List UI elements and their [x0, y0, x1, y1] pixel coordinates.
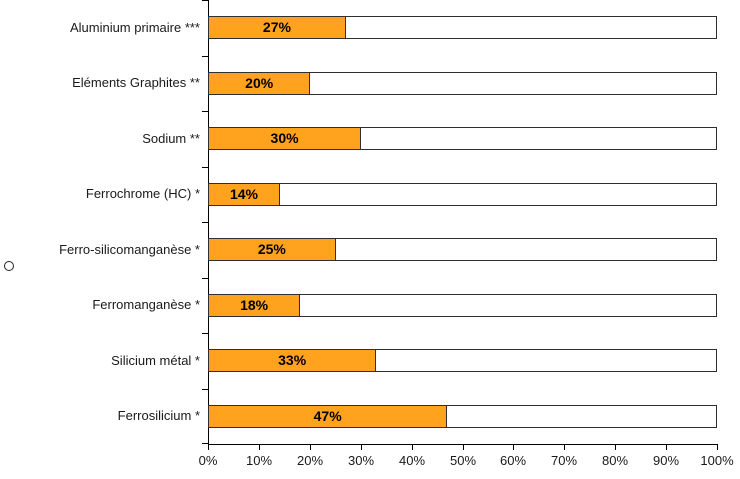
- y-axis-tick: [202, 111, 208, 112]
- bar-track: 33%: [208, 349, 717, 372]
- bar-value-label: 33%: [278, 352, 307, 368]
- bar-fill: 25%: [209, 239, 336, 260]
- y-axis-tick: [202, 0, 208, 1]
- category-label: Ferrosilicium *: [117, 408, 200, 423]
- bar-track: 30%: [208, 127, 717, 150]
- bar-fill: 18%: [209, 295, 301, 316]
- category-label: Ferro-silicomanganèse *: [59, 242, 200, 257]
- x-axis-tick: [615, 444, 616, 450]
- x-axis-tick: [310, 444, 311, 450]
- x-axis-tick: [564, 444, 565, 450]
- bar-value-label: 27%: [262, 19, 291, 35]
- category-label: Sodium **: [142, 131, 200, 146]
- x-axis-tick-label: 10%: [245, 453, 273, 468]
- x-axis-tick: [259, 444, 260, 450]
- bar-track: 25%: [208, 238, 717, 261]
- y-axis-tick: [202, 389, 208, 390]
- x-axis-tick-label: 90%: [652, 453, 680, 468]
- bar-track: 27%: [208, 16, 717, 39]
- bar-track: 14%: [208, 183, 717, 206]
- bar-value-label: 20%: [245, 75, 274, 91]
- bar-track: 18%: [208, 294, 717, 317]
- category-label: Ferrochrome (HC) *: [85, 186, 200, 201]
- y-axis-tick: [202, 56, 208, 57]
- x-axis-tick: [463, 444, 464, 450]
- x-axis-tick-label: 70%: [550, 453, 578, 468]
- y-axis-line: [208, 0, 209, 445]
- category-label: Silicium métal *: [111, 353, 200, 368]
- category-label: Aluminium primaire ***: [69, 20, 200, 35]
- y-axis-tick: [202, 278, 208, 279]
- bar-fill: 47%: [209, 406, 448, 427]
- x-axis-tick: [208, 444, 209, 450]
- bar-value-label: 30%: [270, 130, 299, 146]
- x-axis-tick: [717, 444, 718, 450]
- x-axis-tick-label: 60%: [499, 453, 527, 468]
- x-axis-tick: [361, 444, 362, 450]
- x-axis-tick-label: 50%: [449, 453, 477, 468]
- category-label: Eléments Graphites **: [72, 75, 200, 90]
- x-axis-tick-label: 40%: [398, 453, 426, 468]
- bar-track: 47%: [208, 405, 717, 428]
- category-label: Ferromanganèse *: [92, 297, 200, 312]
- bar-value-label: 14%: [229, 186, 258, 202]
- x-axis-tick-label: 80%: [601, 453, 629, 468]
- x-axis-tick: [412, 444, 413, 450]
- x-axis-tick: [666, 444, 667, 450]
- bar-fill: 27%: [209, 17, 346, 38]
- x-axis-tick: [513, 444, 514, 450]
- x-axis-tick-label: 30%: [347, 453, 375, 468]
- bar-value-label: 25%: [257, 241, 286, 257]
- bar-track: 20%: [208, 72, 717, 95]
- bar-fill: 14%: [209, 184, 280, 205]
- y-axis-tick: [202, 222, 208, 223]
- circle-marker-icon: [4, 261, 14, 271]
- x-axis-tick-label: 0%: [198, 453, 218, 468]
- y-axis-tick: [202, 333, 208, 334]
- x-axis-tick-label: 20%: [296, 453, 324, 468]
- bar-value-label: 18%: [240, 297, 269, 313]
- x-axis-tick-label: 100%: [700, 453, 734, 468]
- y-axis-tick: [202, 167, 208, 168]
- bar-value-label: 47%: [313, 408, 342, 424]
- y-axis-tick: [202, 443, 208, 444]
- bar-fill: 30%: [209, 128, 362, 149]
- bar-fill: 33%: [209, 350, 377, 371]
- bar-fill: 20%: [209, 73, 311, 94]
